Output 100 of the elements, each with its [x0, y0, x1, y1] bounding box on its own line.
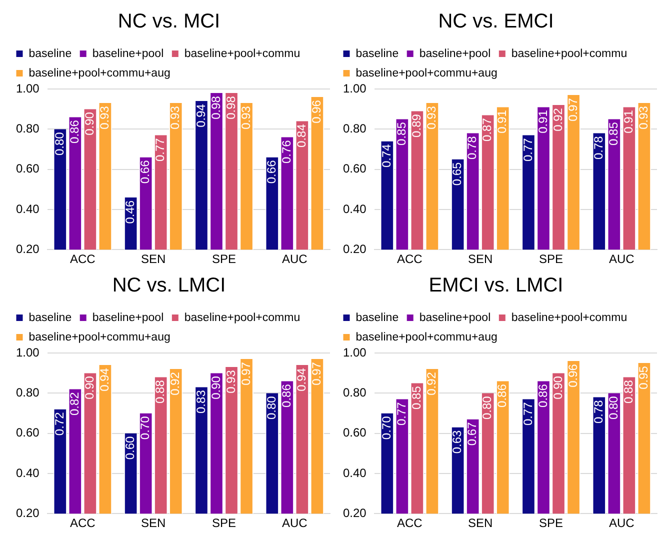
- data-label: 0.80: [52, 132, 66, 156]
- data-label: 0.76: [279, 140, 294, 164]
- y-tick-label: 0.20: [342, 506, 367, 520]
- data-label: 0.86: [536, 384, 550, 408]
- data-label: 0.93: [98, 106, 112, 130]
- legend-label: baseline: [356, 48, 399, 60]
- legend-label: baseline+pool+commu: [511, 48, 628, 60]
- legend-label: baseline+pool: [92, 312, 164, 324]
- data-label: 0.89: [410, 114, 424, 138]
- data-label: 0.86: [279, 384, 294, 408]
- data-label: 0.83: [194, 390, 208, 414]
- y-tick-label: 1.00: [342, 81, 367, 96]
- data-label: 0.82: [67, 392, 82, 416]
- data-label: 0.93: [224, 370, 238, 394]
- x-tick-label: AUC: [282, 252, 308, 266]
- data-label: 0.77: [394, 402, 408, 426]
- data-label: 0.77: [520, 138, 535, 162]
- data-label: 0.86: [67, 120, 82, 144]
- data-label: 0.94: [98, 368, 112, 392]
- data-label: 0.70: [379, 416, 394, 440]
- x-tick-label: AUC: [609, 516, 635, 530]
- legend-label: baseline+pool: [419, 312, 491, 324]
- legend-label: baseline+pool: [419, 48, 491, 60]
- data-label: 0.93: [168, 106, 182, 130]
- legend-label: baseline+pool+commu+aug: [28, 67, 170, 80]
- y-tick-label: 1.00: [16, 345, 40, 360]
- data-label: 0.84: [294, 124, 308, 148]
- data-label: 0.90: [82, 112, 97, 136]
- data-label: 0.80: [480, 396, 494, 420]
- data-label: 0.77: [153, 138, 168, 162]
- legend-label: baseline+pool+commu: [511, 312, 628, 324]
- y-tick-label: 0.60: [342, 162, 367, 176]
- chart-title: EMCI vs. LMCI: [428, 274, 564, 297]
- data-label: 0.70: [138, 416, 152, 440]
- data-label: 0.96: [310, 100, 324, 124]
- data-label: 0.93: [636, 106, 651, 130]
- y-tick-label: 0.60: [16, 162, 40, 176]
- chart-title: NC vs. MCI: [118, 10, 220, 33]
- legend-label: baseline: [28, 312, 72, 324]
- data-label: 0.88: [621, 380, 636, 404]
- x-tick-label: ACC: [70, 516, 96, 530]
- data-label: 0.98: [208, 96, 223, 120]
- y-tick-label: 0.40: [16, 466, 40, 480]
- data-label: 0.80: [606, 396, 620, 420]
- data-label: 0.94: [194, 104, 208, 128]
- y-tick-label: 0.20: [16, 242, 40, 256]
- chart-title: NC vs. EMCI: [438, 10, 554, 33]
- x-tick-label: SPE: [539, 252, 564, 266]
- data-label: 0.66: [138, 160, 152, 184]
- x-tick-label: AUC: [609, 252, 635, 266]
- data-label: 0.93: [238, 106, 253, 130]
- x-tick-label: SEN: [141, 252, 166, 266]
- legend-label: baseline: [356, 312, 399, 324]
- data-label: 0.92: [550, 108, 565, 132]
- data-label: 0.74: [379, 144, 394, 168]
- data-label: 0.95: [636, 366, 651, 390]
- legend-label: baseline+pool+commu: [184, 312, 300, 324]
- data-label: 0.86: [495, 384, 510, 408]
- data-label: 0.98: [224, 96, 238, 120]
- legend-label: baseline+pool+commu: [184, 48, 300, 60]
- x-tick-label: SEN: [468, 252, 493, 266]
- data-label: 0.93: [424, 106, 439, 130]
- x-tick-label: SPE: [212, 252, 236, 266]
- legend-label: baseline: [28, 48, 72, 60]
- y-tick-label: 0.40: [342, 466, 367, 480]
- data-label: 0.97: [310, 362, 324, 386]
- data-label: 0.65: [450, 162, 464, 186]
- data-label: 0.90: [82, 376, 97, 400]
- data-label: 0.80: [264, 396, 278, 420]
- y-tick-label: 0.20: [16, 506, 40, 520]
- data-label: 0.90: [208, 376, 223, 400]
- data-label: 0.77: [520, 402, 535, 426]
- y-tick-label: 0.60: [16, 426, 40, 440]
- y-tick-label: 0.60: [342, 426, 367, 440]
- data-label: 0.85: [394, 122, 408, 146]
- y-tick-label: 1.00: [16, 81, 40, 96]
- y-tick-label: 0.80: [342, 385, 367, 400]
- legend-label: baseline+pool+commu+aug: [356, 331, 498, 344]
- y-tick-label: 0.80: [16, 121, 40, 136]
- data-label: 0.78: [465, 136, 480, 160]
- data-label: 0.46: [123, 200, 138, 224]
- y-tick-label: 1.00: [342, 345, 367, 360]
- y-tick-label: 0.20: [342, 242, 367, 256]
- chart-title: NC vs. LMCI: [112, 274, 226, 297]
- data-label: 0.63: [450, 430, 464, 454]
- data-label: 0.60: [123, 436, 138, 460]
- data-label: 0.94: [294, 368, 308, 392]
- legend-label: baseline+pool+commu+aug: [28, 331, 170, 344]
- data-label: 0.91: [621, 110, 636, 134]
- data-label: 0.66: [264, 160, 278, 184]
- x-tick-label: ACC: [397, 516, 423, 530]
- data-label: 0.92: [168, 372, 182, 396]
- y-tick-label: 0.40: [16, 202, 40, 216]
- x-tick-label: ACC: [397, 252, 423, 266]
- data-label: 0.92: [424, 372, 439, 396]
- y-tick-label: 0.80: [342, 121, 367, 136]
- data-label: 0.85: [606, 122, 620, 146]
- data-label: 0.91: [536, 110, 550, 134]
- data-label: 0.85: [410, 386, 424, 410]
- legend-label: baseline+pool+commu+aug: [356, 67, 498, 80]
